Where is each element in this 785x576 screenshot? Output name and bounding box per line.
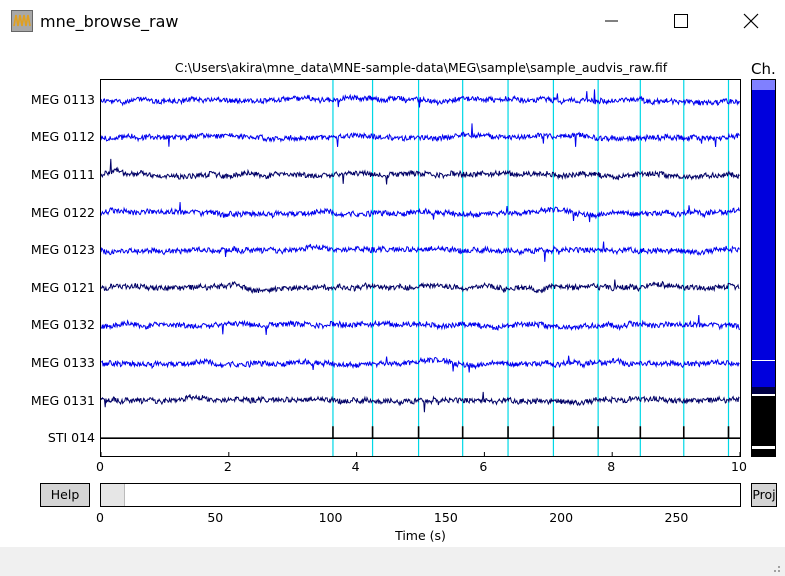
proj-button[interactable]: Proj (751, 483, 777, 507)
status-bar (0, 547, 785, 576)
time-scrollbar-thumb[interactable] (101, 484, 126, 506)
figure-title: C:\Users\akira\mne_data\MNE-sample-data\… (174, 60, 668, 75)
channel-label-meg-0113[interactable]: MEG 0113 (30, 91, 95, 107)
time-tick-250: 250 (664, 510, 689, 525)
title-bar: mne_browse_raw (0, 0, 785, 44)
channel-scroll-segment-1 (752, 90, 775, 360)
traces-svg (101, 80, 740, 456)
x-tick-10: 10 (731, 459, 747, 474)
trace-meg-0123 (101, 241, 740, 262)
channel-label-meg-0123[interactable]: MEG 0123 (30, 242, 95, 258)
time-tick-200: 200 (549, 510, 574, 525)
x-tick-8: 8 (607, 459, 616, 474)
channel-label-meg-0133[interactable]: MEG 0133 (30, 355, 95, 370)
help-button[interactable]: Help (40, 483, 90, 507)
waveform-icon (11, 10, 33, 32)
channel-label-meg-0121[interactable]: MEG 0121 (30, 279, 95, 295)
channel-label-meg-0131[interactable]: MEG 0131 (30, 392, 95, 408)
trace-meg-0133 (101, 355, 740, 373)
raw-data-plot[interactable] (100, 79, 741, 457)
x-tick-6: 6 (479, 459, 488, 474)
window-title: mne_browse_raw (40, 12, 179, 31)
close-button[interactable] (728, 6, 774, 36)
channel-label-meg-0112[interactable]: MEG 0112 (30, 129, 95, 145)
time-tick-0: 0 (96, 510, 104, 525)
resize-grip-icon[interactable] (771, 563, 781, 573)
close-icon (743, 13, 759, 29)
trace-meg-0111 (101, 158, 740, 185)
time-tick-150: 150 (433, 510, 458, 525)
trace-meg-0131 (101, 391, 740, 413)
channel-scroll-segment-7 (752, 446, 775, 449)
maximize-icon (674, 14, 688, 28)
time-axis-label: Time (s) (395, 528, 446, 543)
channel-scroll-segment-6 (752, 396, 775, 446)
trace-meg-0113 (101, 89, 740, 108)
channel-label-sti-014[interactable]: STI 014 (47, 430, 95, 446)
channel-label-meg-0132[interactable]: MEG 0132 (30, 317, 95, 333)
channel-label-meg-0111[interactable]: MEG 0111 (30, 167, 95, 182)
channel-scroll-label: Ch. (751, 60, 776, 78)
minimize-button[interactable] (588, 6, 634, 36)
trace-meg-0132 (101, 314, 740, 335)
trace-meg-0122 (101, 202, 740, 223)
channel-scroll-segment-0 (752, 80, 775, 90)
trace-sti-014 (101, 426, 740, 439)
time-tick-100: 100 (318, 510, 343, 525)
trace-meg-0121 (101, 279, 740, 294)
channel-scroll-segment-2 (752, 360, 775, 361)
maximize-button[interactable] (657, 6, 703, 36)
channel-scroll-segment-5 (752, 394, 775, 396)
channel-scroll-segment-3 (752, 361, 775, 387)
trace-meg-0112 (101, 123, 740, 148)
channel-scrollbar[interactable] (751, 79, 776, 457)
channel-scroll-segment-8 (752, 449, 775, 456)
time-tick-50: 50 (207, 510, 224, 525)
time-scrollbar[interactable] (100, 483, 741, 507)
x-tick-2: 2 (223, 459, 232, 474)
channel-scrollbar-svg (752, 80, 775, 456)
minimize-icon (605, 20, 618, 22)
channel-label-meg-0122[interactable]: MEG 0122 (30, 204, 95, 220)
x-tick-4: 4 (351, 459, 360, 474)
x-tick-0: 0 (96, 459, 104, 474)
channel-scroll-segment-4 (752, 387, 775, 394)
